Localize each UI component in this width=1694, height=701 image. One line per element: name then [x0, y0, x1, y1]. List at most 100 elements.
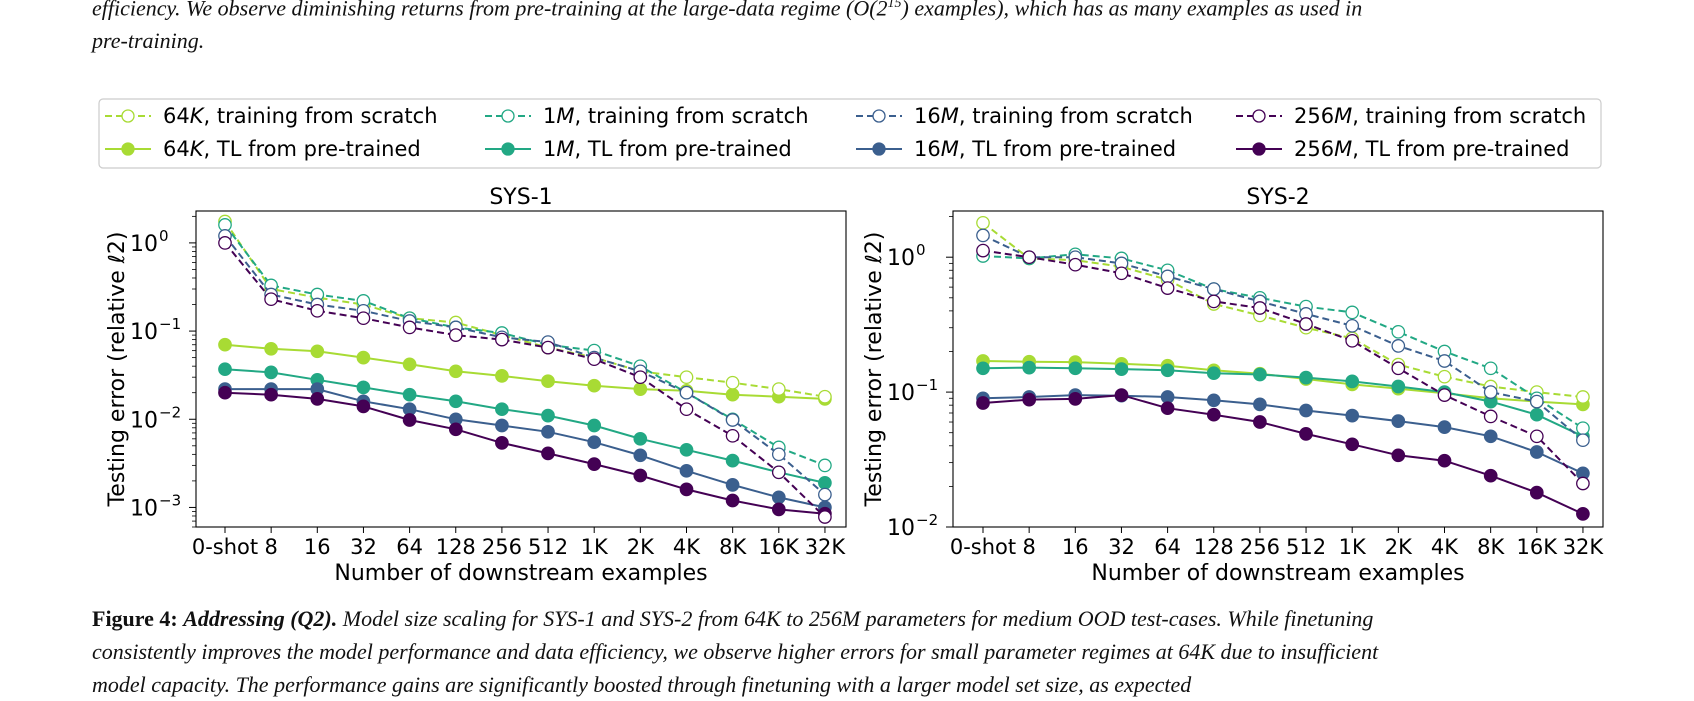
data-point-16m-tl-from-pre-trained-128 — [1206, 393, 1221, 408]
data-point-256m-tl-from-pre-trained-64 — [1160, 401, 1175, 416]
legend-label-256m-tl-from-pre-trained: 256M, TL from pre-trained — [1294, 137, 1569, 161]
data-point-1m-training-from-scratch-32k — [818, 458, 832, 473]
data-point-1m-tl-from-pre-trained-512 — [1299, 370, 1313, 385]
series-line-256m-training-from-scratch — [982, 249, 1584, 485]
legend-marker-64k-tl-from-pre-trained — [121, 142, 135, 156]
data-point-64k-tl-from-pre-trained-0-shot — [218, 337, 232, 352]
legend-marker-16m-training-from-scratch — [872, 109, 886, 123]
x-tick-label-32: 32 — [1108, 535, 1135, 559]
series-line-16m-training-from-scratch — [224, 235, 826, 496]
data-point-1m-tl-from-pre-trained-32 — [356, 380, 371, 395]
data-point-16m-tl-from-pre-trained-1k — [587, 435, 602, 450]
data-point-256m-tl-from-pre-trained-256 — [1253, 415, 1267, 429]
data-point-256m-training-from-scratch-0-shot — [976, 243, 990, 258]
y-tick-label: 10 — [887, 246, 915, 271]
legend-label-64k-tl-from-pre-trained: 64K, TL from pre-trained — [163, 137, 421, 161]
data-point-1m-tl-from-pre-trained-512 — [541, 408, 555, 423]
caption-line3: model capacity. The performance gains ar… — [92, 672, 1192, 697]
data-point-64k-training-from-scratch-0-shot — [976, 215, 990, 230]
data-point-256m-tl-from-pre-trained-8 — [264, 387, 278, 402]
legend-label-256m-training-from-scratch: 256M, training from scratch — [1294, 104, 1586, 128]
data-point-1m-tl-from-pre-trained-0-shot — [976, 361, 990, 376]
x-tick-label-8k: 8K — [719, 535, 747, 559]
data-point-16m-tl-from-pre-trained-256 — [495, 418, 509, 433]
data-point-16m-tl-from-pre-trained-64 — [1160, 390, 1175, 404]
x-tick-label-8: 8 — [264, 535, 277, 559]
data-point-1m-tl-from-pre-trained-2k — [1391, 379, 1406, 394]
data-point-16m-training-from-scratch-0-shot — [976, 228, 990, 243]
legend-label-1m-tl-from-pre-trained: 1M, TL from pre-trained — [543, 137, 792, 161]
data-point-256m-tl-from-pre-trained-2k — [1391, 448, 1406, 463]
data-point-64k-tl-from-pre-trained-2k — [633, 382, 648, 396]
data-point-1m-tl-from-pre-trained-4k — [679, 442, 694, 457]
x-tick-label-32k: 32K — [1563, 535, 1605, 559]
data-point-64k-tl-from-pre-trained-1k — [587, 378, 602, 393]
data-point-256m-training-from-scratch-16 — [1068, 257, 1083, 272]
data-point-16m-tl-from-pre-trained-8k — [725, 478, 740, 492]
data-point-1m-tl-from-pre-trained-64 — [402, 387, 417, 402]
data-point-16m-tl-from-pre-trained-2k — [633, 448, 648, 463]
data-point-64k-training-from-scratch-16k — [771, 382, 786, 396]
data-point-256m-training-from-scratch-0-shot — [218, 236, 232, 250]
data-point-256m-training-from-scratch-8 — [1022, 250, 1037, 265]
data-point-1m-tl-from-pre-trained-64 — [1160, 363, 1175, 378]
data-point-256m-training-from-scratch-2k — [633, 370, 648, 385]
legend-label-1m-training-from-scratch: 1M, training from scratch — [543, 104, 809, 128]
series-line-16m-tl-from-pre-trained — [982, 394, 1584, 475]
series-line-1m-tl-from-pre-trained — [224, 368, 826, 484]
x-tick-label-4k: 4K — [673, 535, 701, 559]
data-point-256m-tl-from-pre-trained-8k — [725, 493, 740, 508]
data-point-16m-tl-from-pre-trained-16k — [771, 490, 786, 505]
data-point-64k-training-from-scratch-32k — [1576, 390, 1590, 404]
data-point-256m-tl-from-pre-trained-32 — [1114, 388, 1129, 402]
data-point-256m-training-from-scratch-64 — [402, 320, 417, 335]
data-point-256m-tl-from-pre-trained-4k — [1437, 453, 1452, 468]
chart-title: SYS-2 — [1246, 185, 1309, 210]
data-point-1m-tl-from-pre-trained-1k — [1345, 374, 1360, 389]
data-point-16m-tl-from-pre-trained-4k — [1437, 420, 1452, 434]
series-line-256m-tl-from-pre-trained — [224, 391, 825, 515]
data-point-16m-tl-from-pre-trained-512 — [1299, 403, 1313, 418]
legend-marker-1m-tl-from-pre-trained — [501, 142, 515, 156]
series-line-1m-training-from-scratch — [982, 253, 1584, 430]
data-point-256m-tl-from-pre-trained-32k — [1576, 507, 1590, 521]
data-point-256m-training-from-scratch-32 — [356, 311, 371, 326]
y-tick-label: 10 — [130, 320, 158, 345]
x-tick-label-512: 512 — [528, 535, 568, 559]
x-tick-label-1k: 1K — [581, 535, 609, 559]
data-point-256m-training-from-scratch-64 — [1160, 281, 1175, 295]
series-line-64k-training-from-scratch — [982, 222, 1584, 398]
data-point-256m-training-from-scratch-16k — [1529, 429, 1544, 444]
data-point-256m-training-from-scratch-8 — [264, 292, 278, 307]
data-point-256m-training-from-scratch-1k — [1345, 333, 1360, 348]
y-tick-exponent: 0 — [159, 227, 169, 245]
data-point-256m-training-from-scratch-32 — [1114, 266, 1129, 281]
data-point-256m-tl-from-pre-trained-8 — [1022, 392, 1037, 407]
caption-line1: Model size scaling for SYS-1 and SYS-2 f… — [342, 606, 1374, 631]
series-line-64k-training-from-scratch — [224, 220, 826, 398]
preceding-paragraph-line1-end: ) examples), which has as many examples … — [901, 0, 1363, 21]
y-tick-label: 10 — [887, 381, 915, 406]
series-line-16m-tl-from-pre-trained — [225, 388, 826, 509]
data-point-256m-tl-from-pre-trained-128 — [448, 422, 463, 437]
data-point-256m-tl-from-pre-trained-32 — [356, 399, 371, 414]
figure-4: 64K, training from scratch 1M, training f… — [98, 98, 1605, 586]
y-tick-exponent: 0 — [916, 241, 926, 259]
x-tick-label-32: 32 — [350, 535, 377, 559]
data-point-64k-training-from-scratch-4k — [1437, 369, 1452, 384]
x-tick-label-32k: 32K — [805, 535, 847, 559]
data-point-256m-training-from-scratch-512 — [1299, 317, 1313, 331]
data-point-256m-tl-from-pre-trained-16k — [771, 502, 786, 517]
data-point-16m-training-from-scratch-64 — [1160, 269, 1175, 284]
data-point-16m-training-from-scratch-128 — [1206, 282, 1221, 296]
data-point-16m-tl-from-pre-trained-256 — [1253, 397, 1267, 412]
data-point-1m-training-from-scratch-2k — [1391, 324, 1406, 339]
x-tick-label-2k: 2K — [1385, 535, 1413, 559]
data-point-256m-training-from-scratch-128 — [1206, 294, 1221, 309]
data-point-256m-training-from-scratch-128 — [448, 328, 463, 342]
legend-marker-1m-training-from-scratch — [501, 109, 515, 123]
data-point-64k-training-from-scratch-32k — [818, 389, 832, 404]
data-point-64k-tl-from-pre-trained-256 — [495, 369, 509, 383]
y-tick-label: 10 — [130, 496, 158, 521]
data-point-64k-tl-from-pre-trained-32 — [356, 350, 371, 365]
